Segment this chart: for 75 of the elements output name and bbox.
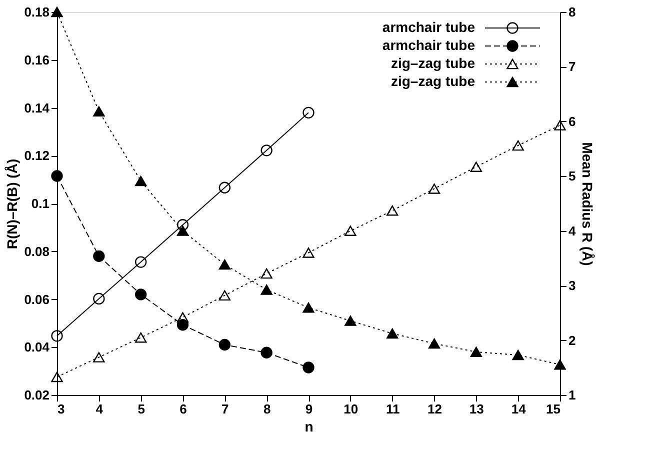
point <box>260 284 272 295</box>
point <box>428 184 440 194</box>
legend-label: armchair tube <box>382 37 476 53</box>
x-tick-label: 11 <box>386 402 400 416</box>
point <box>93 292 105 305</box>
point <box>302 106 314 119</box>
point <box>218 259 231 270</box>
point <box>302 362 314 374</box>
point <box>93 352 105 362</box>
y-tick-label: 0.04 <box>24 340 50 355</box>
point <box>134 332 147 343</box>
point <box>302 248 314 258</box>
point <box>554 120 566 130</box>
x-axis-title: n <box>304 418 314 434</box>
point <box>134 256 147 268</box>
point <box>218 290 231 301</box>
point <box>176 312 189 322</box>
point <box>470 162 482 172</box>
x-tick-label: 13 <box>469 402 484 416</box>
point <box>176 226 189 236</box>
y-tick-label: 0.06 <box>24 292 50 307</box>
y2-tick-label: 6 <box>568 114 576 129</box>
point <box>51 170 63 182</box>
point <box>386 205 398 216</box>
y2-axis-title: Mean Radius R (Å) <box>580 142 596 266</box>
y2-tick-label: 4 <box>568 223 576 238</box>
y-tick-label: 0.12 <box>24 148 50 164</box>
y-tick-label: 0.08 <box>24 244 50 259</box>
y2-tick-label: 3 <box>568 278 576 294</box>
x-tick-label: 3 <box>58 402 65 416</box>
point <box>344 226 356 236</box>
point <box>344 316 356 326</box>
point <box>554 359 566 370</box>
x-tick-label: 14 <box>511 402 527 416</box>
legend-label: zig–zag tube <box>390 55 476 71</box>
y-tick-label: 0.16 <box>24 52 50 68</box>
y-tick-label: 0.14 <box>24 100 50 116</box>
point <box>176 219 189 231</box>
y-axis-title: R(N)–R(B) (Å) <box>4 158 20 250</box>
y-tick-label: 0.18 <box>24 4 50 20</box>
point <box>134 288 147 300</box>
y2-tick-label: 7 <box>568 59 576 74</box>
y2-tick-label: 5 <box>568 168 576 184</box>
x-tick-label: 10 <box>344 402 358 416</box>
point <box>134 176 147 186</box>
y-tick-label: 0.1 <box>31 196 50 211</box>
x-tick-label: 12 <box>428 402 442 416</box>
y2-tick-label: 2 <box>568 332 576 348</box>
x-tick-label: 15 <box>546 402 560 416</box>
point <box>512 350 524 360</box>
point <box>51 372 63 382</box>
point <box>93 106 105 116</box>
x-tick-label: 9 <box>305 402 313 416</box>
x-tick-label: 8 <box>263 402 271 416</box>
point <box>51 330 63 342</box>
legend-label: zig–zag tube <box>390 73 476 89</box>
y2-tick-label: 8 <box>568 4 576 20</box>
legend-label: armchair tube <box>382 19 476 35</box>
point <box>386 328 398 339</box>
point <box>260 346 272 358</box>
point <box>260 268 272 279</box>
x-tick-label: 7 <box>222 402 229 416</box>
y-tick-label: 0.02 <box>24 388 50 402</box>
x-tick-label: 6 <box>180 402 187 416</box>
point <box>260 144 272 156</box>
point <box>302 302 314 313</box>
point <box>218 182 231 194</box>
x-tick-label: 5 <box>138 402 145 416</box>
point <box>428 338 440 349</box>
point <box>470 346 482 358</box>
y2-tick-label: 1 <box>568 388 576 402</box>
x-tick-label: 4 <box>96 402 104 416</box>
point <box>93 250 105 262</box>
point <box>218 338 231 351</box>
point <box>512 140 524 151</box>
